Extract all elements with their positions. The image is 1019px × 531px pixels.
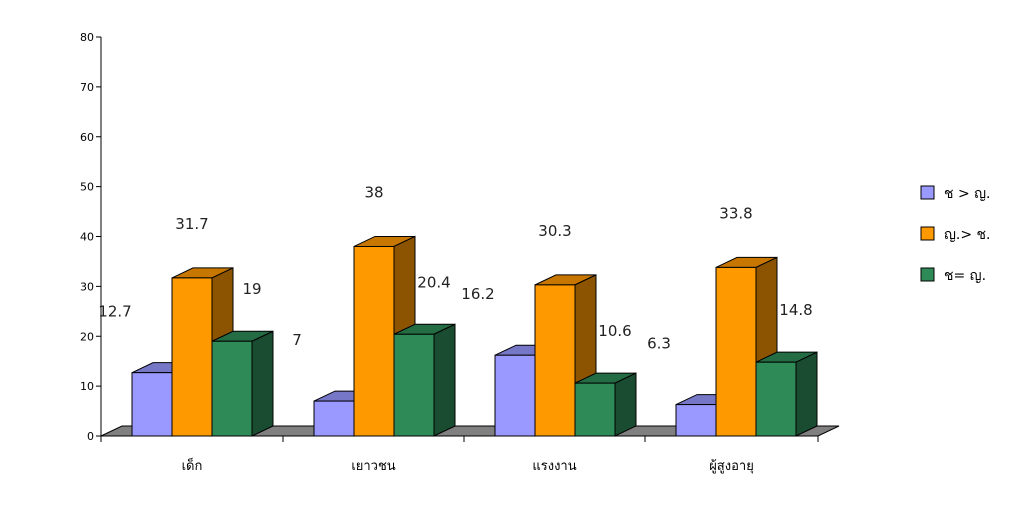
legend-label: ช= ญ. (944, 268, 986, 284)
y-tick-label: 80 (80, 31, 94, 44)
y-tick-label: 40 (80, 231, 94, 244)
data-label: 6.3 (647, 335, 671, 353)
bar-side (795, 351, 818, 437)
data-label: 33.8 (719, 204, 752, 222)
data-label: 16.2 (461, 285, 494, 303)
y-tick-label: 0 (87, 430, 94, 443)
legend-swatch (920, 226, 935, 241)
x-tick-label: เยาวชน (351, 459, 395, 474)
data-label: 38 (364, 183, 383, 201)
y-tick-label: 60 (80, 131, 94, 144)
bar (131, 372, 173, 437)
data-label: 19 (242, 280, 261, 298)
bar (574, 382, 616, 437)
data-label: 20.4 (417, 273, 450, 291)
data-label: 12.7 (98, 303, 131, 321)
x-tick-label: ผู้สูงอายุ (709, 459, 754, 474)
y-tick-label: 30 (80, 280, 94, 293)
bar (211, 340, 253, 437)
bar (393, 333, 435, 437)
data-label: 30.3 (538, 222, 571, 240)
bar (313, 400, 355, 437)
data-label: 14.8 (779, 301, 812, 319)
y-tick-label: 20 (80, 330, 94, 343)
bar (675, 404, 717, 437)
y-tick-label: 10 (80, 380, 94, 393)
bar (494, 354, 536, 437)
bar-side (433, 323, 456, 437)
bar-side (614, 372, 637, 437)
data-label: 31.7 (175, 215, 208, 233)
y-tick-label: 70 (80, 81, 94, 94)
bar (755, 361, 797, 437)
bar (534, 284, 576, 437)
legend-swatch (920, 185, 935, 200)
y-tick-label: 50 (80, 181, 94, 194)
legend-swatch (920, 267, 935, 282)
bar (353, 245, 395, 437)
x-tick-label: เด็ก (182, 456, 203, 474)
data-label: 10.6 (598, 322, 631, 340)
bar (715, 266, 757, 437)
data-label: 7 (292, 331, 302, 349)
bar (171, 277, 213, 437)
bar-side (251, 330, 274, 437)
x-tick-label: แรงงาน (532, 459, 576, 474)
legend-label: ญ.> ช. (944, 227, 991, 243)
legend-label: ช > ญ. (944, 186, 991, 202)
